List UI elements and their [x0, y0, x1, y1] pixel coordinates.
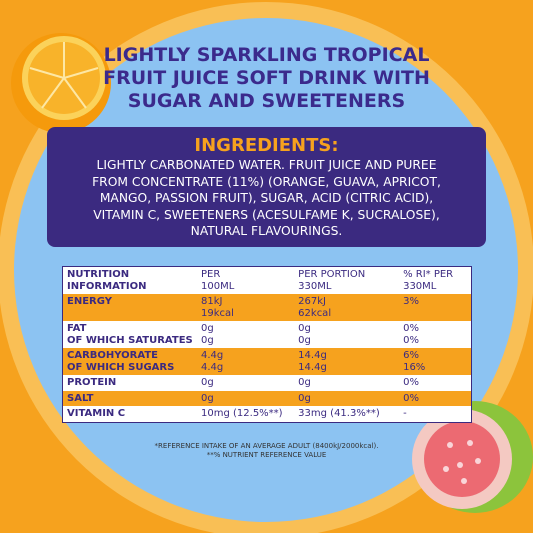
ingredients-line: LIGHTLY CARBONATED WATER. FRUIT JUICE AN… [96, 158, 437, 172]
ingredients-line: MANGO, PASSION FRUIT), SUGAR, ACID (CITR… [99, 191, 434, 205]
cell-line: PROTEIN [67, 377, 117, 388]
cell-line: 0g [298, 377, 311, 388]
title-line: FRUIT JUICE SOFT DRINK WITH [103, 67, 430, 89]
nutrition-table: NUTRITION INFORMATION PER 100ML PER PORTION 3… [62, 266, 472, 423]
cell-line: 0% [403, 392, 419, 404]
nutrient-row: FAT OF WHICH SATURATES 0g 0g 0g 0g 0% 0% [63, 321, 471, 348]
cell-line: 0g [201, 323, 214, 334]
cell: 0g [197, 393, 294, 405]
cell: 3% [399, 296, 471, 319]
cell: 10mg (12.5%**) [197, 408, 294, 420]
footnote: *REFERENCE INTAKE OF AN AVERAGE ADULT (8… [154, 442, 379, 450]
cell: % RI* PER 330ML [399, 269, 471, 292]
ingredients: INGREDIENTS: LIGHTLY CARBONATED WATER. F… [47, 127, 486, 247]
title-line: LIGHTLY SPARKLING TROPICAL [103, 44, 430, 66]
cell-line: 0% [403, 377, 419, 388]
cell-line: 100ML [201, 280, 235, 292]
cell-line: 4.4g [201, 350, 224, 361]
header-row: NUTRITION INFORMATION PER 100ML PER PORTION 3… [63, 267, 471, 294]
cell: 0% [399, 393, 471, 405]
nutrient-row: CARBOHYORATE OF WHICH SUGARS 4.4g 4.4g 14.4g… [63, 348, 471, 375]
cell: 0g 0g [197, 323, 294, 346]
cell: 267kJ 62kcal [294, 296, 399, 319]
cell-line: 33mg (41.3%**) [298, 408, 380, 419]
ingredients-line: FROM CONCENTRATE (11%) (ORANGE, GUAVA, A… [92, 174, 441, 189]
cell-line: 14.4g [298, 361, 327, 373]
cell: ENERGY [63, 296, 197, 319]
cell-line: SALT [67, 392, 94, 404]
cell: 0g 0g [294, 323, 399, 346]
cell-line: 19kcal [201, 307, 234, 319]
cell: 6% 16% [399, 350, 471, 373]
orange [11, 33, 111, 133]
footnote: **% NUTRIENT REFERENCE VALUE [206, 451, 327, 459]
cell-line: CARBOHYORATE [67, 350, 158, 361]
ingredients-line: NATURAL FLAVOURINGS. [190, 224, 343, 238]
footnotes: *REFERENCE INTAKE OF AN AVERAGE ADULT (8… [0, 442, 533, 460]
cell-line: 62kcal [298, 307, 332, 319]
cell-line: 0g [298, 323, 311, 334]
cell-line: 0g [201, 377, 214, 388]
nutrient-row: PROTEIN 0g 0g 0% [63, 375, 471, 391]
cell: 14.4g 14.4g [294, 350, 399, 373]
cell-line: INFORMATION [67, 280, 147, 292]
cell-line: 267kJ [298, 296, 326, 307]
cell-line: 0g [298, 334, 311, 346]
cell-line: ENERGY [67, 296, 112, 307]
cell-line: 10mg (12.5%**) [201, 408, 283, 419]
cell-line: 16% [403, 361, 426, 373]
cell: - [399, 408, 471, 420]
cell: SALT [63, 393, 197, 405]
cell-line: PER PORTION [298, 269, 366, 280]
cell: 81kJ 19kcal [197, 296, 294, 319]
cell-line: 0% [403, 323, 419, 334]
cell-line: - [403, 408, 407, 419]
cell: 0g [294, 393, 399, 405]
ingredients-line: VITAMIN C, SWEETENERS (ACESULFAME K, SUC… [93, 207, 440, 222]
cell-line: 14.4g [298, 350, 327, 361]
cell: VITAMIN C [63, 408, 197, 420]
cell: NUTRITION INFORMATION [63, 269, 197, 292]
cell: PER 100ML [197, 269, 294, 292]
cell-line: OF WHICH SATURATES [67, 334, 193, 346]
cell: 0% 0% [399, 323, 471, 346]
cell: 4.4g 4.4g [197, 350, 294, 373]
ingredients-heading: INGREDIENTS: [194, 135, 339, 156]
cell-line: NUTRITION [67, 269, 130, 280]
cell-line: 81kJ [201, 296, 223, 307]
cell-line: PER [201, 269, 221, 280]
cell-line: 0g [201, 334, 214, 346]
nutrient-row: ENERGY 81kJ 19kcal 267kJ 62kcal 3% [63, 294, 471, 321]
cell: 0% [399, 377, 471, 389]
cell-line: % RI* PER [403, 269, 454, 280]
guava [412, 401, 533, 513]
cell: 33mg (41.3%**) [294, 408, 399, 420]
cell-line: 0% [403, 334, 419, 346]
title: LIGHTLY SPARKLING TROPICAL FRUIT JUICE SO… [0, 44, 533, 113]
cell: CARBOHYORATE OF WHICH SUGARS [63, 350, 197, 373]
title-line: SUGAR AND SWEETENERS [127, 90, 406, 112]
cell-line: OF WHICH SUGARS [67, 361, 175, 373]
cell: 0g [294, 377, 399, 389]
cell: FAT OF WHICH SATURATES [63, 323, 197, 346]
cell-line: 330ML [403, 280, 437, 292]
cell-line: 0g [298, 392, 311, 404]
cell-line: 0g [201, 392, 214, 404]
cell-line: 4.4g [201, 361, 224, 373]
cell: PROTEIN [63, 377, 197, 389]
nutrient-row: VITAMIN C 10mg (12.5%**) 33mg (41.3%**) - [63, 406, 471, 422]
cell-line: 330ML [298, 280, 332, 292]
cell: 0g [197, 377, 294, 389]
nutrient-row: SALT 0g 0g 0% [63, 390, 471, 406]
cell-line: 6% [403, 350, 419, 361]
cell-line: FAT [67, 323, 87, 334]
cell-line: VITAMIN C [67, 408, 126, 419]
cell: PER PORTION 330ML [294, 269, 399, 292]
cell-line: 3% [403, 296, 419, 307]
